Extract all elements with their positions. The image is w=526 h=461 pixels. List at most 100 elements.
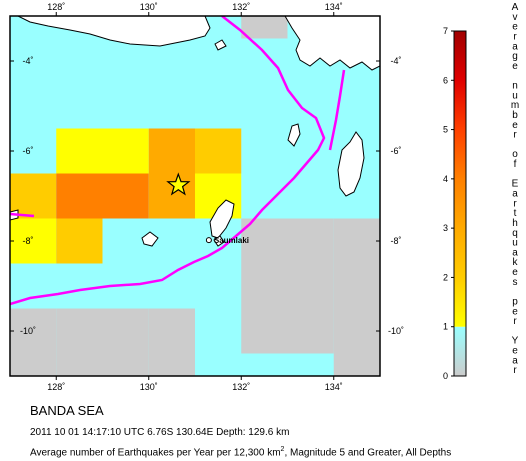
description-superscript: 2 [280,446,285,453]
colorbar-title-letter: v [513,12,518,23]
land-masses [10,16,380,247]
land-babar [141,231,159,247]
lat-label-left: -4˚ [23,56,34,66]
colorbar-title-letter: h [512,218,518,229]
grid-cell [56,353,103,376]
grid-cell [10,308,57,354]
colorbar-title-letter: A [512,2,519,13]
grid-cell [102,128,149,174]
lon-label-bottom: 132˚ [232,382,250,392]
colorbar-tick-label: 1 [443,322,448,332]
colorbar-title-letter: a [512,355,518,366]
colorbar-title-letter: p [512,296,518,307]
colorbar-tick-label: 7 [443,26,448,36]
epicenter-star-icon [166,172,191,196]
lat-label-right: -8˚ [391,236,402,246]
colorbar: 01234567AveragenumberofEarthquakesperYea… [443,2,519,381]
map-area [10,16,380,376]
colorbar-title-letter: f [514,159,517,170]
colorbar-title-letter: u [512,90,518,101]
grid-cell [102,353,149,376]
colorbar-title-letter: u [512,238,518,249]
colorbar-title-letter: k [513,257,519,268]
colorbar-title-letter: a [512,189,518,200]
map-description: Average number of Earthquakes per Year p… [30,446,451,458]
grid-cell [148,353,195,376]
colorbar-segment [454,326,466,376]
grid-cell [10,353,57,376]
lat-label-left: -10˚ [20,326,36,336]
lat-label-right: -4˚ [391,56,402,66]
colorbar-title-letter: b [512,110,518,121]
grid-cell [56,218,103,264]
grid-cell [10,218,57,264]
grid-cell [241,308,288,354]
colorbar-title-letter: e [512,61,518,72]
colorbar-title-letter: r [513,130,517,141]
colorbar-title-letter: n [512,81,518,92]
colorbar-title-letter: e [512,267,518,278]
map-frame [9,15,381,377]
lon-label-top: 134˚ [325,2,343,12]
grid-cell [241,263,288,309]
plate-boundary-stub-west [10,212,35,218]
grid-cell [287,218,334,264]
colorbar-title-letter: e [512,22,518,33]
colorbar-tick-label: 5 [443,125,448,135]
lat-label-right: -6˚ [391,146,402,156]
grid-cell [195,128,242,174]
colorbar-title-letter: a [512,41,518,52]
grid-cell [102,308,149,354]
colorbar-tick-label: 3 [443,223,448,233]
land-new-guinea [284,16,380,71]
grid-cell [287,308,334,354]
grid-cell [56,308,103,354]
colorbar-frame [453,30,467,377]
colorbar-title-letter: g [512,51,518,62]
grid-cell [333,218,380,264]
land-tanimbar-south [213,235,225,247]
grid-cell [333,308,380,354]
colorbar-title-letter: e [512,120,518,131]
colorbar-title-letter: t [514,208,517,219]
lat-label-left: -6˚ [23,146,34,156]
map-markers: Saumlaki [166,172,249,245]
lat-label-left: -8˚ [23,236,34,246]
colorbar-title-letter: a [512,247,518,258]
seismicity-grid [10,16,380,376]
grid-cell [333,263,380,309]
lon-label-bottom: 130˚ [140,382,158,392]
colorbar-title-letter: e [512,346,518,357]
colorbar-title-letter: m [511,100,519,111]
description-suffix: , Magnitude 5 and Greater, All Depths [284,447,452,459]
colorbar-tick-label: 2 [443,272,448,282]
land-seram-islet [214,39,227,51]
grid-cell [148,308,195,354]
city-marker [205,237,212,244]
colorbar-title-letter: r [513,198,517,209]
lon-label-top: 128˚ [47,2,65,12]
lon-label-bottom: 134˚ [325,382,343,392]
grid-cell [241,16,288,39]
grid-cell [56,173,103,219]
grid-cell [148,173,195,219]
colorbar-tick-label: 0 [443,371,448,381]
land-aru-islands [337,131,365,197]
colorbar-tick-label: 4 [443,174,448,184]
grid-cell [333,353,380,376]
colorbar-title-letter: Y [512,336,519,347]
colorbar-title-letter: r [513,365,517,376]
lon-label-top: 132˚ [232,2,250,12]
region-title: BANDA SEA [30,403,104,418]
colorbar-title-letter: E [512,179,519,190]
grid-cell [287,263,334,309]
lon-label-bottom: 128˚ [47,382,65,392]
colorbar-title-letter: q [512,228,518,239]
land-seram [17,16,211,47]
plate-boundary-line-east [328,69,346,151]
colorbar-tick-label: 6 [443,75,448,85]
axis-ticks [10,12,380,380]
colorbar-title-letter: e [512,306,518,317]
axis-tick-labels: 128˚ 128˚ 130˚ 130˚ 132˚ 132˚ 134˚ 134˚ -4˚ -4˚ -6… [20,2,404,392]
